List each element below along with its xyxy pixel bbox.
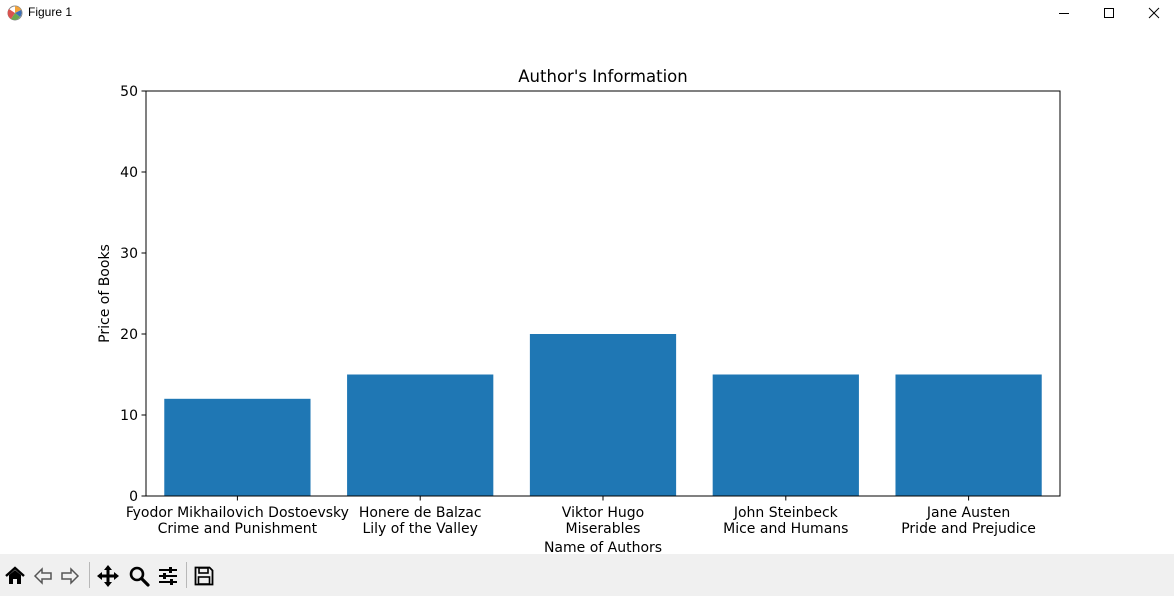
x-tick-label: Crime and Punishment [158, 521, 318, 537]
window-titlebar: Figure 1 [0, 0, 1174, 26]
y-axis-label: Price of Books [97, 244, 113, 343]
x-tick-label: Viktor Hugo [562, 505, 644, 521]
x-axis-label: Name of Authors [544, 540, 662, 554]
home-button[interactable] [2, 563, 28, 589]
x-tick-label: Miserables [566, 521, 641, 537]
home-icon [5, 566, 25, 584]
x-tick-label: Jane Austen [926, 505, 1010, 521]
save-floppy-icon [194, 566, 214, 586]
x-tick-label: Lily of the Valley [362, 521, 477, 537]
y-tick-label: 10 [120, 408, 138, 424]
close-icon [1148, 7, 1160, 19]
maximize-button[interactable] [1086, 0, 1132, 26]
figure-canvas[interactable]: 0 10 20 30 40 50 Fyodor Mikhailovich Dostoevsk… [0, 26, 1174, 554]
chart-title: Author's Information [518, 67, 687, 86]
forward-arrow-icon [61, 567, 80, 585]
pan-move-icon [97, 565, 119, 587]
toolbar-separator [186, 562, 187, 588]
x-tick-label: Pride and Prejudice [901, 521, 1036, 537]
y-tick-label: 50 [120, 84, 138, 100]
minimize-button[interactable] [1041, 0, 1087, 26]
zoom-button[interactable] [126, 563, 152, 589]
back-arrow-icon [33, 567, 52, 585]
configure-subplots-button[interactable] [155, 563, 181, 589]
save-button[interactable] [191, 563, 217, 589]
bar [164, 398, 311, 496]
x-tick-label: Mice and Humans [723, 521, 848, 537]
bar [895, 374, 1042, 496]
minimize-icon [1059, 13, 1069, 14]
bar [712, 374, 859, 496]
y-tick-label: 0 [129, 489, 138, 505]
configure-subplots-icon [159, 567, 177, 585]
window-title: Figure 1 [28, 5, 73, 19]
toolbar-separator [89, 562, 90, 588]
x-tick-label: Fyodor Mikhailovich Dostoevsky [126, 505, 349, 521]
y-tick-label: 30 [120, 246, 138, 262]
x-tick-label: Honere de Balzac [359, 505, 482, 521]
maximize-icon [1104, 8, 1114, 18]
matplotlib-logo-icon [7, 5, 23, 21]
forward-button[interactable] [57, 563, 83, 589]
y-tick-label: 20 [120, 327, 138, 343]
close-button[interactable] [1131, 0, 1174, 26]
pan-button[interactable] [95, 563, 121, 589]
y-tick-label: 40 [120, 165, 138, 181]
navigation-toolbar [0, 554, 1174, 596]
bar-chart: 0 10 20 30 40 50 Fyodor Mikhailovich Dostoevsk… [97, 67, 1061, 554]
bar [347, 374, 494, 496]
bar [529, 334, 677, 496]
zoom-magnifier-icon [129, 566, 150, 587]
x-tick-label: John Steinbeck [733, 505, 839, 521]
back-button[interactable] [30, 563, 56, 589]
